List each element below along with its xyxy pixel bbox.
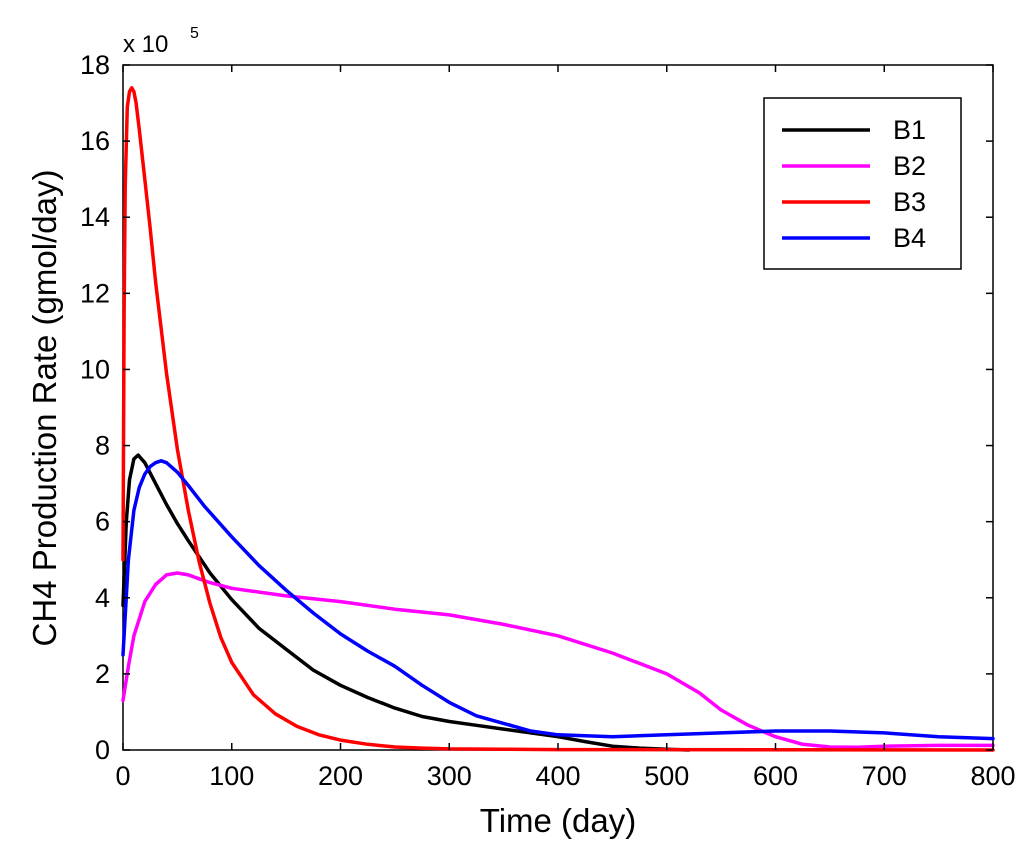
x-axis-title: Time (day): [480, 802, 636, 839]
y-tick-label: 6: [95, 507, 110, 537]
x-tick-label: 700: [862, 761, 907, 791]
series-line-b4: [121, 459, 995, 741]
legend-label-b2: B2: [893, 151, 926, 181]
x-tick-label: 0: [115, 761, 130, 791]
y-axis-title: CH4 Production Rate (gmol/day): [26, 170, 63, 647]
y-tick-label: 0: [95, 735, 110, 765]
series-line-b3: [121, 86, 995, 752]
y-tick-label: 18: [80, 50, 110, 80]
x-tick-label: 200: [318, 761, 363, 791]
y-tick-label: 2: [95, 659, 110, 689]
x-tick-label: 400: [535, 761, 580, 791]
legend-label-b3: B3: [893, 187, 926, 217]
x-tick-label: 600: [753, 761, 798, 791]
x-axis-ticks: 0 100 200 300 400 500 600 700 800: [115, 65, 1016, 791]
y-multiplier: x 10 5: [123, 25, 199, 58]
x-tick-label: 800: [970, 761, 1015, 791]
y-tick-label: 10: [80, 354, 110, 384]
legend-items: B1 B2 B3 B4: [782, 115, 926, 253]
x-tick-label: 100: [209, 761, 254, 791]
x-tick-label: 300: [427, 761, 472, 791]
y-tick-label: 8: [95, 431, 110, 461]
y-tick-label: 4: [95, 583, 110, 613]
legend-label-b1: B1: [893, 115, 926, 145]
legend-box: [763, 97, 962, 270]
legend-label-b4: B4: [893, 223, 926, 253]
x-tick-label: 500: [644, 761, 689, 791]
series-layer: [121, 86, 995, 752]
series-line-b1: [121, 453, 691, 752]
y-axis-ticks: 0 2 4 6 8 10 12 14 16 18: [80, 50, 993, 765]
y-multiplier-base: x 10: [123, 31, 168, 58]
y-multiplier-exponent: 5: [190, 25, 199, 42]
y-tick-label: 14: [80, 202, 110, 232]
legend: B1 B2 B3 B4: [763, 97, 962, 270]
y-tick-label: 12: [80, 278, 110, 308]
y-tick-label: 16: [80, 126, 110, 156]
series-line-b2: [121, 571, 995, 750]
